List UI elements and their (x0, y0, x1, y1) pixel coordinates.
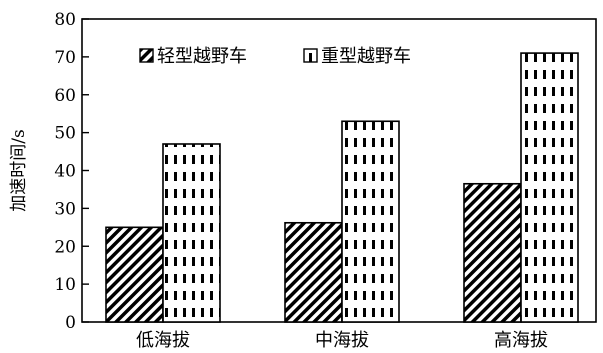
y-axis-label: 加速时间/s (9, 129, 29, 211)
y-tick-label: 80 (54, 10, 76, 30)
y-tick-label: 30 (54, 199, 76, 219)
bar-light-2 (464, 184, 521, 322)
legend-swatch-0 (140, 49, 153, 62)
x-tick-label: 低海拔 (136, 330, 190, 351)
y-tick-label: 50 (54, 124, 76, 144)
bar-light-1 (285, 223, 342, 322)
legend-label-0: 轻型越野车 (157, 46, 247, 67)
y-tick-label: 60 (54, 86, 76, 106)
bar-heavy-1 (342, 121, 399, 322)
y-tick-label: 20 (54, 237, 76, 257)
bar-heavy-2 (521, 53, 578, 322)
bar-light-0 (106, 227, 163, 322)
x-tick-label: 高海拔 (494, 330, 548, 351)
y-tick-label: 10 (54, 275, 76, 295)
x-tick-label: 中海拔 (315, 330, 369, 351)
y-tick-label: 40 (54, 162, 76, 182)
legend-swatch-1 (304, 49, 317, 62)
legend-label-1: 重型越野车 (321, 46, 411, 67)
bar-heavy-0 (163, 144, 220, 322)
y-tick-label: 70 (54, 48, 76, 68)
legend: 轻型越野车 重型越野车 (140, 46, 411, 67)
y-tick-label: 0 (65, 313, 76, 333)
